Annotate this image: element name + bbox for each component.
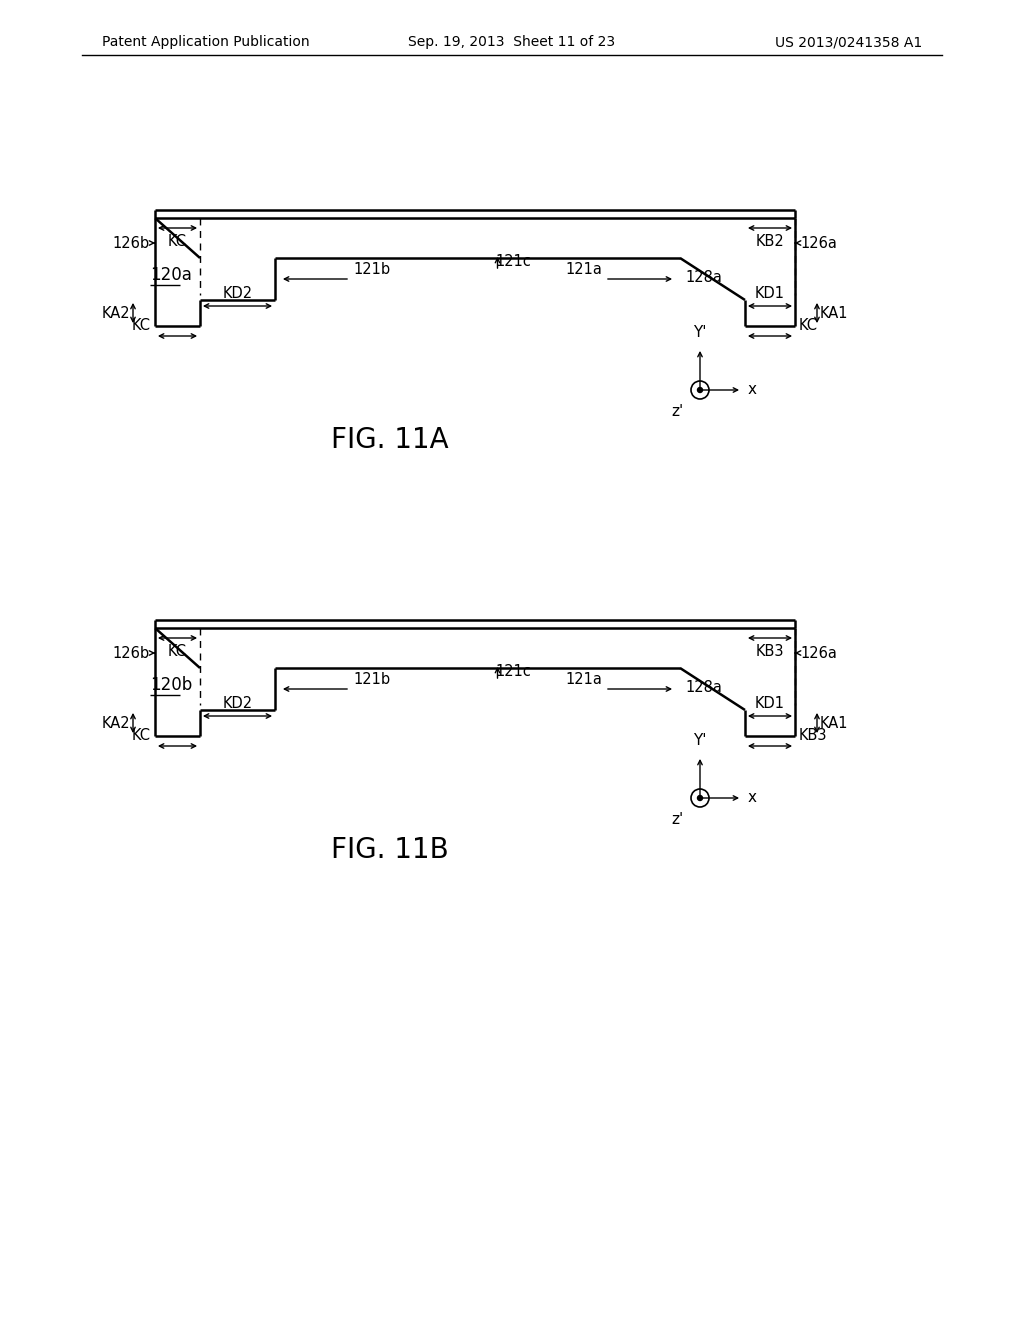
Text: KD1: KD1: [755, 697, 785, 711]
Text: KC: KC: [168, 644, 187, 660]
Text: KB2: KB2: [756, 235, 784, 249]
Text: FIG. 11A: FIG. 11A: [331, 426, 449, 454]
Text: KC: KC: [132, 729, 151, 743]
Text: 128a: 128a: [685, 271, 722, 285]
Text: KC: KC: [132, 318, 151, 334]
Text: 126b: 126b: [113, 645, 150, 660]
Text: US 2013/0241358 A1: US 2013/0241358 A1: [775, 36, 922, 49]
Text: x: x: [748, 791, 757, 805]
Text: KA2: KA2: [101, 305, 130, 321]
Text: KD1: KD1: [755, 286, 785, 301]
Text: x: x: [748, 383, 757, 397]
Text: z': z': [672, 812, 684, 828]
Text: Y': Y': [693, 733, 707, 748]
Text: KC: KC: [168, 235, 187, 249]
Text: KB3: KB3: [799, 729, 827, 743]
Circle shape: [697, 388, 702, 392]
Text: FIG. 11B: FIG. 11B: [331, 836, 449, 865]
Text: KC: KC: [799, 318, 818, 334]
Text: 128a: 128a: [685, 681, 722, 696]
Text: 121c: 121c: [496, 253, 531, 269]
Text: KD2: KD2: [222, 697, 253, 711]
Text: 120b: 120b: [150, 676, 193, 694]
Text: Patent Application Publication: Patent Application Publication: [102, 36, 309, 49]
Text: KA2: KA2: [101, 715, 130, 730]
Text: 121a: 121a: [565, 263, 602, 277]
Text: 126a: 126a: [800, 235, 837, 251]
Text: 126a: 126a: [800, 645, 837, 660]
Circle shape: [697, 796, 702, 800]
Text: 126b: 126b: [113, 235, 150, 251]
Text: 121c: 121c: [496, 664, 531, 678]
Text: z': z': [672, 404, 684, 418]
Text: KA1: KA1: [820, 715, 849, 730]
Text: KD2: KD2: [222, 286, 253, 301]
Text: KA1: KA1: [820, 305, 849, 321]
Text: Y': Y': [693, 325, 707, 341]
Text: KB3: KB3: [756, 644, 784, 660]
Text: Sep. 19, 2013  Sheet 11 of 23: Sep. 19, 2013 Sheet 11 of 23: [409, 36, 615, 49]
Text: 121a: 121a: [565, 672, 602, 688]
Text: 120a: 120a: [150, 267, 191, 284]
Text: 121b: 121b: [353, 672, 390, 688]
Text: 121b: 121b: [353, 263, 390, 277]
